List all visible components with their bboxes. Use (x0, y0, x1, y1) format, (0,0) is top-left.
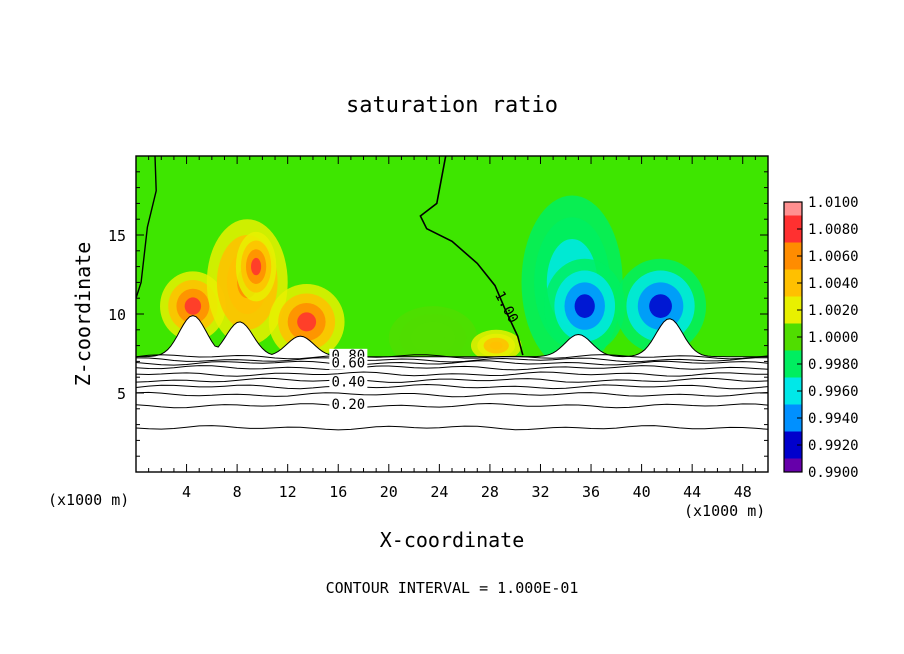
y-axis-label: Z-coordinate (71, 242, 95, 387)
colorbar-label: 1.0000 (808, 330, 859, 346)
x-tick-label: 28 (481, 483, 499, 501)
colorbar-label: 1.0040 (808, 276, 859, 292)
colorbar-label: 0.9940 (808, 411, 859, 427)
colorbar-swatch (784, 242, 802, 257)
x-tick-label: 48 (734, 483, 752, 501)
colorbar-label: 1.0020 (808, 303, 859, 319)
x-tick-label: 44 (683, 483, 701, 501)
x-tick-label: 24 (430, 483, 448, 501)
y-axis: 5 10 15 (108, 171, 768, 457)
contour-line (136, 365, 768, 371)
contour-line-left-edge (136, 156, 157, 299)
colorbar-swatch (784, 283, 802, 297)
anomaly-region (470, 329, 522, 362)
contour-line (136, 425, 768, 431)
colorbar-label: 1.0100 (808, 195, 859, 211)
colorbar-swatch (784, 391, 802, 405)
colorbar-swatch (784, 202, 802, 216)
x-tick-label: 4 (182, 483, 191, 501)
contour-line (136, 377, 768, 383)
x-unit-left: (x1000 m) (48, 491, 129, 509)
contour-line (136, 402, 768, 409)
contour-label: 0.40 (331, 375, 365, 391)
colorbar-swatch (784, 296, 802, 311)
x-tick-label: 32 (531, 483, 549, 501)
colorbar-swatch (784, 404, 802, 419)
contour-label-bg (329, 356, 368, 370)
colorbar-swatch (784, 445, 802, 459)
colorbar-label: 1.0080 (808, 222, 859, 238)
colorbar-swatch (784, 377, 802, 392)
anomaly-fill (421, 329, 445, 346)
colorbar-swatch (784, 310, 802, 324)
anomaly-fill (297, 312, 317, 332)
contour-label-bg (329, 375, 368, 389)
anomaly-fill (649, 294, 672, 318)
contour-lines-below (136, 354, 768, 431)
terrain-mask (136, 315, 768, 472)
contour-line-1-00 (419, 156, 524, 356)
colorbar-label: 0.9900 (808, 465, 859, 481)
colorbar-swatch (784, 323, 802, 338)
x-tick-label: 20 (380, 483, 398, 501)
y-tick-label: 15 (108, 227, 126, 245)
contour-line (136, 354, 768, 360)
contour-line (136, 357, 768, 363)
anomaly-layer (160, 195, 707, 370)
anomaly-region (544, 258, 626, 354)
anomaly-fill (489, 341, 503, 350)
colorbar-swatch (784, 418, 802, 432)
anomaly-region (268, 283, 345, 360)
colorbar-swatch (784, 337, 802, 351)
x-unit-right: (x1000 m) (684, 502, 765, 520)
colorbar-label: 0.9980 (808, 357, 859, 373)
colorbar-swatch (784, 431, 802, 446)
anomaly-fill (184, 297, 202, 315)
colorbar-swatch (784, 458, 802, 473)
x-tick-label: 16 (329, 483, 347, 501)
colorbar-swatch (784, 350, 802, 365)
contour-label: 0.20 (331, 397, 365, 413)
colorbar-label: 0.9960 (808, 384, 859, 400)
colorbar-swatch (784, 229, 802, 243)
x-tick-label: 8 (233, 483, 242, 501)
x-tick-label: 36 (582, 483, 600, 501)
chart-title: saturation ratio (346, 93, 558, 118)
anomaly-region (235, 231, 277, 302)
contour-line (136, 360, 768, 366)
contour-label: 0.60 (331, 356, 365, 372)
colorbar-swatch (784, 256, 802, 270)
y-tick-label: 10 (108, 306, 126, 324)
anomaly-fill (251, 257, 262, 276)
x-axis: 4 8 12 16 20 24 28 32 36 40 44 48 (148, 156, 756, 501)
x-tick-label: 40 (633, 483, 651, 501)
contour-line (136, 371, 768, 377)
contour-line (136, 391, 768, 398)
contour-label-bg (329, 397, 368, 411)
anomaly-fill (574, 294, 595, 318)
colorbar-swatch (784, 269, 802, 284)
colorbar-swatch (784, 215, 802, 230)
colorbar: 1.0100 1.0080 1.0060 1.0040 1.0020 1.0000 0.99… (783, 195, 859, 481)
x-tick-label: 12 (279, 483, 297, 501)
anomaly-region (615, 258, 707, 354)
colorbar-label: 1.0060 (808, 249, 859, 265)
colorbar-swatch (784, 364, 802, 378)
colorbar-label: 0.9920 (808, 438, 859, 454)
x-axis-label: X-coordinate (380, 528, 525, 552)
y-tick-label: 5 (117, 385, 126, 403)
anomaly-region (388, 306, 478, 370)
contour-interval-footer: CONTOUR INTERVAL = 1.000E-01 (326, 579, 579, 597)
contour-line (136, 383, 768, 390)
plot-area (136, 156, 768, 472)
